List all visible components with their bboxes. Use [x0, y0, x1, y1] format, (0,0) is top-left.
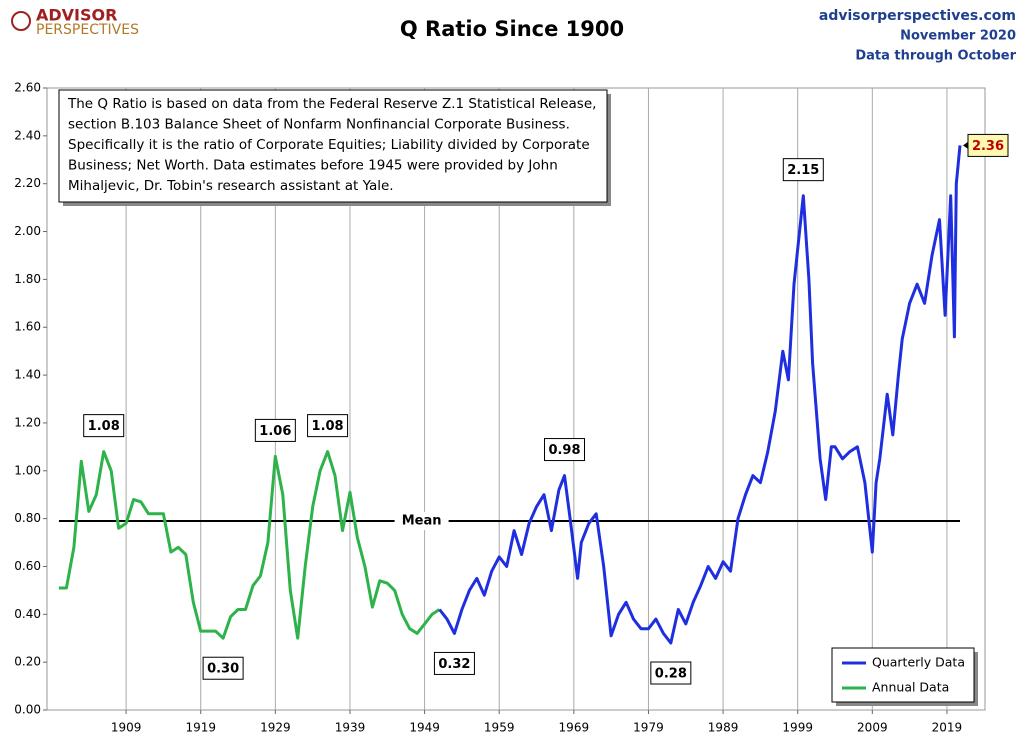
- x-tick-label: 2009: [857, 721, 888, 735]
- annotation-box: [83, 414, 125, 438]
- annotation: 0.30: [207, 662, 239, 677]
- note-text: Business; Net Worth. Data estimates befo…: [68, 158, 558, 174]
- annotation: 0.28: [655, 667, 687, 682]
- x-tick-label: 1999: [782, 721, 813, 735]
- x-tick-label: 1949: [409, 721, 440, 735]
- chart-title: Q Ratio Since 1900: [400, 17, 624, 41]
- annotation: 1.08: [88, 419, 120, 434]
- brand: PERSPECTIVES: [36, 22, 139, 38]
- note-bg: [58, 89, 608, 203]
- y-tick-label: 0.60: [14, 559, 41, 573]
- mean-label-bg: [394, 512, 449, 531]
- annotation: 0.98: [548, 443, 580, 458]
- annotation-box: [202, 656, 244, 680]
- y-tick-label: 1.00: [14, 463, 41, 477]
- note-box: The Q Ratio is based on data from the Fe…: [58, 89, 611, 206]
- annotation-box: [782, 158, 824, 182]
- y-tick-label: 2.60: [14, 81, 41, 95]
- annotation: 2.36: [972, 139, 1004, 154]
- note-text: section B.103 Balance Sheet of Nonfarm N…: [68, 117, 570, 133]
- source: advisorperspectives.com: [819, 8, 1016, 24]
- source: November 2020: [900, 29, 1016, 44]
- x-tick-label: 1959: [484, 721, 515, 735]
- annotation-box: [307, 414, 349, 438]
- x-tick-label: 1969: [559, 721, 590, 735]
- brand: ADVISOR: [36, 6, 117, 25]
- y-tick-label: 1.20: [14, 415, 41, 429]
- y-tick-label: 2.00: [14, 224, 41, 238]
- legend: [831, 647, 975, 703]
- annotation: 1.08: [312, 419, 344, 434]
- annotation: 0.32: [438, 657, 470, 672]
- series-line: [438, 145, 962, 645]
- legend-label: Quarterly Data: [872, 655, 965, 670]
- x-tick-label: 2019: [932, 721, 963, 735]
- x-tick-label: 1919: [185, 721, 216, 735]
- y-tick-label: 0.80: [14, 511, 41, 525]
- y-tick-label: 1.40: [14, 368, 41, 382]
- series-line: [58, 450, 441, 640]
- note-text: Specifically it is the ratio of Corporat…: [68, 137, 590, 153]
- note-text: Mihaljevic, Dr. Tobin's research assista…: [68, 178, 394, 194]
- annotation-box: [967, 133, 1009, 157]
- y-tick-label: 2.40: [14, 128, 41, 142]
- y-tick-label: 1.60: [14, 320, 41, 334]
- x-tick-label: 1989: [708, 721, 739, 735]
- annotation-box: [254, 418, 296, 442]
- x-tick-label: 1979: [633, 721, 664, 735]
- annotation: 1.06: [259, 424, 291, 439]
- x-tick-label: 1909: [111, 721, 142, 735]
- y-tick-label: 2.20: [14, 176, 41, 190]
- x-tick-label: 1929: [260, 721, 291, 735]
- x-tick-label: 1939: [335, 721, 366, 735]
- y-tick-label: 1.80: [14, 272, 41, 286]
- annotation: 2.15: [787, 163, 819, 178]
- annotation-box: [544, 438, 586, 462]
- y-tick-label: 0.20: [14, 655, 41, 669]
- y-tick-label: 0.40: [14, 607, 41, 621]
- annotation-box: [433, 651, 475, 675]
- mean-label: Mean: [402, 514, 442, 529]
- legend-label: Annual Data: [872, 680, 949, 695]
- y-tick-label: 0.00: [14, 703, 41, 717]
- annotation-box: [650, 661, 692, 685]
- source: Data through October: [855, 49, 1016, 64]
- note-text: The Q Ratio is based on data from the Fe…: [67, 96, 596, 112]
- logo: [11, 11, 31, 31]
